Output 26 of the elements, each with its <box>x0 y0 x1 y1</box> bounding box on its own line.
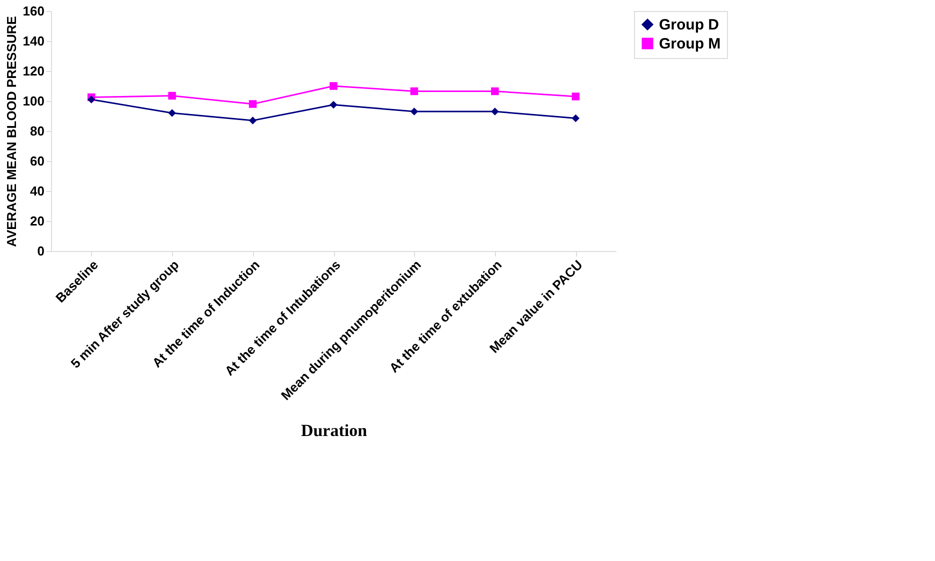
point <box>168 109 176 117</box>
y-tick-label: 60 <box>30 154 44 168</box>
y-tick-label: 20 <box>30 214 44 228</box>
y-tick-label: 140 <box>22 34 44 48</box>
y-tick-label: 40 <box>30 184 44 198</box>
point <box>491 108 499 116</box>
legend-label: Group M <box>659 36 721 52</box>
y-axis-title: AVERAGE MEAN BLOOD PRESSURE <box>4 16 19 247</box>
point <box>410 108 418 116</box>
x-axis-title: Duration <box>300 421 368 440</box>
point <box>330 100 338 109</box>
point <box>491 87 499 96</box>
point <box>410 87 418 96</box>
y-tick-label: 160 <box>22 4 44 18</box>
y-tick-label: 80 <box>30 124 44 138</box>
point <box>330 82 338 90</box>
y-tick-label: 0 <box>37 244 44 258</box>
y-tick-label: 100 <box>22 94 44 108</box>
point <box>572 92 580 100</box>
point <box>168 92 176 100</box>
point <box>248 100 257 108</box>
point <box>572 114 580 122</box>
legend-label: Group D <box>659 16 720 34</box>
point <box>87 96 96 104</box>
point <box>248 116 257 124</box>
y-tick-label: 120 <box>22 64 44 78</box>
